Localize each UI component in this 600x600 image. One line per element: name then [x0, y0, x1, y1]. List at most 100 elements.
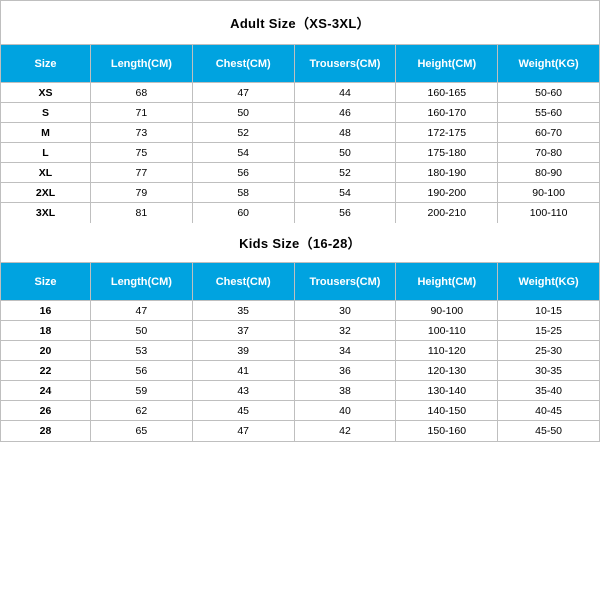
cell-size: L: [1, 143, 91, 162]
cell-value: 40-45: [498, 401, 599, 420]
col-height: Height(CM): [396, 263, 498, 300]
cell-size: 2XL: [1, 183, 91, 202]
kids-title: Kids Size（16-28）: [1, 223, 599, 263]
size-chart: Adult Size（XS-3XL） Size Length(CM) Chest…: [0, 0, 600, 442]
table-row: XL775652180-19080-90: [1, 163, 599, 183]
cell-value: 73: [91, 123, 193, 142]
col-weight: Weight(KG): [498, 263, 599, 300]
cell-value: 41: [193, 361, 295, 380]
cell-value: 55-60: [498, 103, 599, 122]
cell-value: 40: [295, 401, 397, 420]
table-row: M735248172-17560-70: [1, 123, 599, 143]
kids-header-row: Size Length(CM) Chest(CM) Trousers(CM) H…: [1, 263, 599, 301]
table-row: L755450175-18070-80: [1, 143, 599, 163]
col-chest: Chest(CM): [193, 45, 295, 82]
cell-value: 47: [193, 421, 295, 441]
cell-value: 60: [193, 203, 295, 223]
cell-value: 58: [193, 183, 295, 202]
cell-value: 56: [91, 361, 193, 380]
cell-value: 70-80: [498, 143, 599, 162]
cell-value: 35: [193, 301, 295, 320]
cell-value: 59: [91, 381, 193, 400]
table-row: 1647353090-10010-15: [1, 301, 599, 321]
cell-value: 50: [91, 321, 193, 340]
kids-body: 1647353090-10010-1518503732100-11015-252…: [1, 301, 599, 441]
cell-value: 175-180: [396, 143, 498, 162]
table-row: S715046160-17055-60: [1, 103, 599, 123]
col-length: Length(CM): [91, 263, 193, 300]
cell-value: 38: [295, 381, 397, 400]
col-chest: Chest(CM): [193, 263, 295, 300]
cell-size: M: [1, 123, 91, 142]
cell-size: 26: [1, 401, 91, 420]
table-row: 28654742150-16045-50: [1, 421, 599, 441]
col-length: Length(CM): [91, 45, 193, 82]
adult-body: XS684744160-16550-60S715046160-17055-60M…: [1, 83, 599, 223]
cell-value: 32: [295, 321, 397, 340]
cell-size: 20: [1, 341, 91, 360]
table-row: 26624540140-15040-45: [1, 401, 599, 421]
table-row: 2XL795854190-20090-100: [1, 183, 599, 203]
cell-value: 80-90: [498, 163, 599, 182]
cell-value: 110-120: [396, 341, 498, 360]
cell-size: 22: [1, 361, 91, 380]
cell-value: 44: [295, 83, 397, 102]
cell-value: 47: [193, 83, 295, 102]
cell-value: 48: [295, 123, 397, 142]
cell-value: 37: [193, 321, 295, 340]
cell-value: 43: [193, 381, 295, 400]
cell-value: 30-35: [498, 361, 599, 380]
table-row: 18503732100-11015-25: [1, 321, 599, 341]
cell-value: 190-200: [396, 183, 498, 202]
cell-value: 56: [193, 163, 295, 182]
cell-value: 25-30: [498, 341, 599, 360]
cell-size: 24: [1, 381, 91, 400]
cell-value: 50: [193, 103, 295, 122]
cell-size: S: [1, 103, 91, 122]
cell-value: 10-15: [498, 301, 599, 320]
table-row: XS684744160-16550-60: [1, 83, 599, 103]
cell-value: 180-190: [396, 163, 498, 182]
cell-value: 77: [91, 163, 193, 182]
cell-value: 30: [295, 301, 397, 320]
cell-value: 150-160: [396, 421, 498, 441]
cell-value: 120-130: [396, 361, 498, 380]
cell-value: 39: [193, 341, 295, 360]
cell-value: 50: [295, 143, 397, 162]
cell-value: 160-170: [396, 103, 498, 122]
cell-size: 28: [1, 421, 91, 441]
col-size: Size: [1, 45, 91, 82]
cell-value: 79: [91, 183, 193, 202]
cell-value: 200-210: [396, 203, 498, 223]
cell-value: 60-70: [498, 123, 599, 142]
cell-value: 130-140: [396, 381, 498, 400]
table-row: 24594338130-14035-40: [1, 381, 599, 401]
cell-value: 75: [91, 143, 193, 162]
cell-value: 140-150: [396, 401, 498, 420]
adult-title: Adult Size（XS-3XL）: [1, 1, 599, 45]
cell-size: 18: [1, 321, 91, 340]
adult-header-row: Size Length(CM) Chest(CM) Trousers(CM) H…: [1, 45, 599, 83]
cell-value: 42: [295, 421, 397, 441]
cell-value: 34: [295, 341, 397, 360]
cell-value: 47: [91, 301, 193, 320]
cell-value: 54: [193, 143, 295, 162]
cell-value: 65: [91, 421, 193, 441]
col-trousers: Trousers(CM): [295, 45, 397, 82]
col-trousers: Trousers(CM): [295, 263, 397, 300]
cell-value: 100-110: [396, 321, 498, 340]
table-row: 3XL816056200-210100-110: [1, 203, 599, 223]
cell-value: 81: [91, 203, 193, 223]
cell-value: 45: [193, 401, 295, 420]
table-row: 20533934110-12025-30: [1, 341, 599, 361]
cell-value: 35-40: [498, 381, 599, 400]
cell-value: 62: [91, 401, 193, 420]
cell-value: 160-165: [396, 83, 498, 102]
cell-value: 36: [295, 361, 397, 380]
cell-value: 172-175: [396, 123, 498, 142]
cell-value: 71: [91, 103, 193, 122]
cell-value: 56: [295, 203, 397, 223]
cell-value: 100-110: [498, 203, 599, 223]
cell-value: 90-100: [396, 301, 498, 320]
cell-value: 54: [295, 183, 397, 202]
